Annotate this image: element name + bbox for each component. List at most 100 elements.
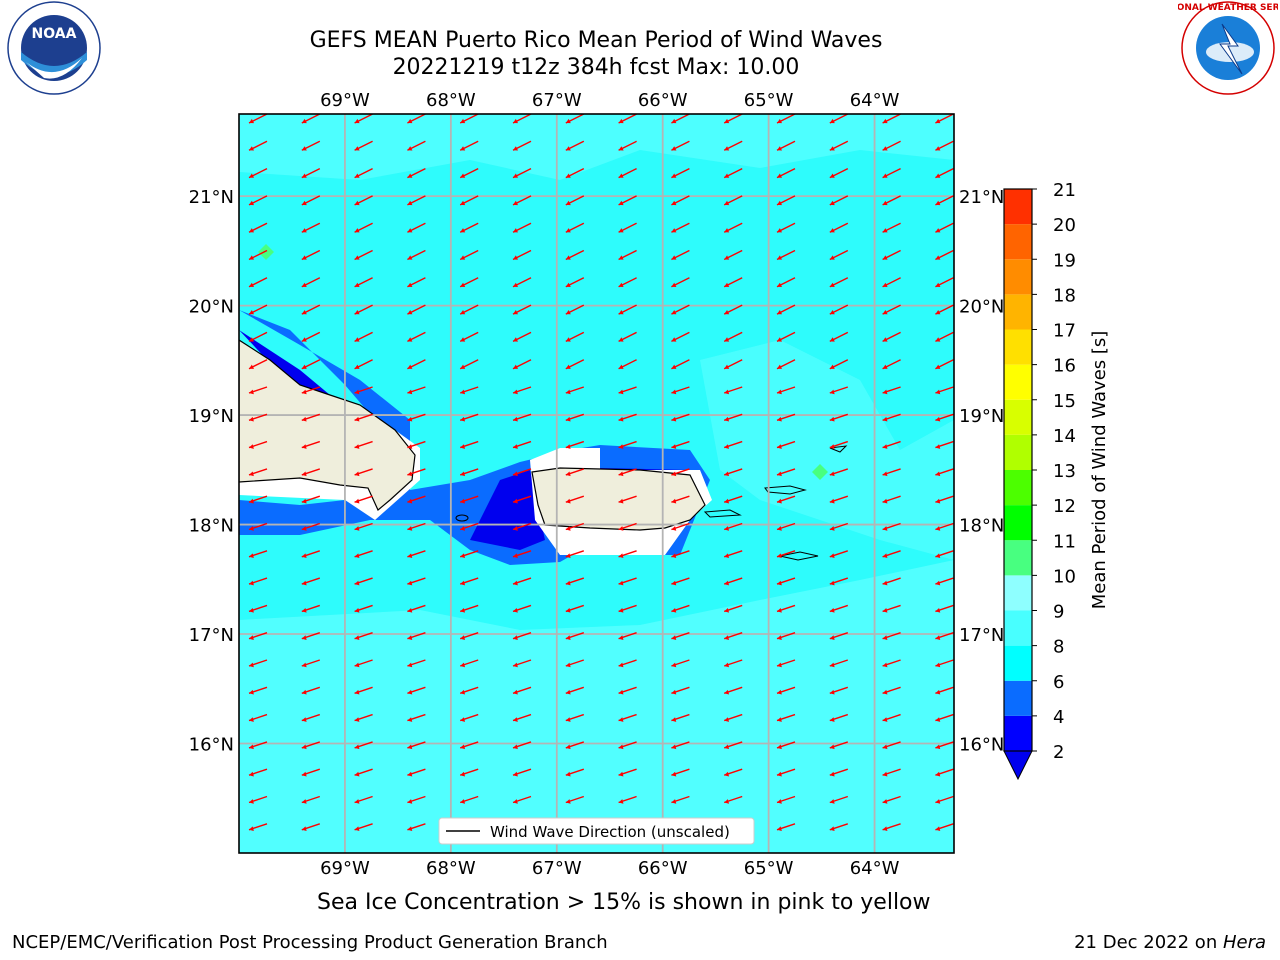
wind-arrow-71	[301, 249, 321, 261]
wind-arrow-349	[935, 768, 954, 777]
wind-arrow-183	[301, 468, 321, 477]
wind-arrow-342	[565, 768, 585, 777]
colorbar-tick-label-6: 11	[1053, 531, 1076, 552]
wind-arrow-302	[671, 686, 690, 695]
colorbar-tick-label-3: 8	[1053, 637, 1064, 658]
land-vieques	[703, 509, 742, 518]
wind-arrow-95	[829, 277, 849, 288]
wind-arrow-322	[248, 741, 268, 750]
colorbar-tick-label-2: 6	[1053, 672, 1064, 693]
wind-arrow-39	[829, 167, 849, 179]
wind-arrow-298	[459, 686, 479, 695]
wind-arrow-283	[407, 659, 426, 668]
wind-arrow-233	[723, 550, 743, 559]
wind-arrow-249	[829, 577, 849, 586]
wind-arrow-248	[776, 577, 796, 586]
wind-arrow-332	[776, 741, 796, 750]
colorbar-under-arrow	[1003, 750, 1033, 781]
wind-arrow-34	[565, 167, 585, 179]
wind-arrow-241	[407, 577, 426, 586]
land-virgin-islands	[764, 485, 807, 495]
wind-arrow-120	[671, 331, 690, 343]
wind-arrow-55	[935, 195, 954, 206]
gridlines	[239, 114, 954, 853]
wind-arrow-22	[671, 140, 690, 151]
wind-arrow-160	[565, 413, 585, 422]
wind-arrow-12	[882, 114, 901, 124]
wind-arrow-314	[565, 713, 585, 722]
lon-labels-bottom: 69°W 68°W 67°W 66°W 65°W 64°W	[320, 858, 900, 879]
wind-arrow-218	[671, 522, 690, 531]
wind-arrow-306	[882, 686, 901, 695]
wind-arrow-78	[671, 249, 690, 261]
period-band-under-2-west	[239, 330, 330, 395]
wind-arrow-98	[248, 304, 268, 315]
wind-arrow-222	[882, 522, 901, 531]
wind-wave-arrows	[248, 114, 954, 832]
map-title: GEFS MEAN Puerto Rico Mean Period of Win…	[309, 28, 883, 53]
wind-arrow-282	[354, 659, 373, 668]
wind-arrow-33	[512, 167, 532, 179]
wind-arrow-149	[723, 386, 743, 395]
wind-arrow-164	[776, 413, 796, 422]
wind-arrow-53	[829, 195, 849, 206]
wind-arrow-236	[882, 550, 901, 559]
wind-arrow-250	[882, 577, 901, 586]
colorbar-segment-1	[1004, 680, 1032, 716]
wind-arrow-375	[829, 823, 849, 832]
lon-label-bottom-3: 66°W	[638, 858, 688, 879]
wind-arrow-242	[459, 577, 479, 586]
land-st-croix	[779, 551, 819, 561]
colorbar-segment-5	[1004, 540, 1032, 576]
wind-arrow-346	[776, 768, 796, 777]
wind-arrow-88	[459, 277, 479, 288]
colorbar-segment-9	[1004, 399, 1032, 435]
wind-arrow-79	[723, 249, 743, 261]
wind-arrow-177	[723, 440, 743, 449]
wind-arrow-87	[407, 277, 426, 288]
wind-arrow-159	[512, 413, 532, 422]
wind-arrow-63	[618, 222, 637, 233]
wind-arrow-184	[354, 468, 373, 477]
wind-arrow-219	[723, 522, 743, 531]
wind-arrow-173	[512, 440, 532, 449]
wind-arrow-278	[882, 632, 901, 640]
wind-arrow-36	[671, 167, 690, 179]
wind-arrow-91	[618, 277, 637, 288]
wind-arrow-6	[565, 114, 585, 124]
wind-arrow-101	[407, 304, 426, 315]
wind-arrow-231	[618, 550, 637, 559]
wind-arrow-28	[248, 167, 268, 179]
wind-arrow-293	[935, 659, 954, 668]
wind-arrow-261	[723, 604, 743, 613]
wind-arrow-350	[248, 795, 268, 804]
footer-credit: NCEP/EMC/Verification Post Processing Pr…	[12, 932, 608, 953]
wind-arrow-119	[618, 331, 637, 343]
wind-arrow-8	[671, 114, 690, 124]
wind-arrow-19	[512, 140, 532, 151]
wind-arrow-153	[935, 386, 954, 395]
wind-arrow-143	[407, 386, 426, 395]
wind-arrow-66	[776, 222, 796, 233]
wind-arrow-364	[248, 823, 268, 832]
wind-arrow-0	[248, 114, 268, 124]
wind-arrow-326	[459, 741, 479, 750]
wind-arrow-207	[829, 495, 849, 504]
colorbar-tick-label-14: 19	[1053, 250, 1076, 271]
wind-arrow-29	[301, 167, 321, 179]
wind-arrow-215	[512, 522, 532, 531]
wind-arrow-146	[565, 386, 585, 395]
wind-arrow-232	[671, 550, 690, 559]
colorbar-tick-label-10: 15	[1053, 391, 1076, 412]
wind-arrow-185	[407, 468, 426, 477]
lat-label-left-3: 18°N	[189, 516, 234, 537]
wind-arrow-330	[671, 741, 690, 750]
wind-arrow-348	[882, 768, 901, 777]
wind-arrow-125	[935, 331, 954, 343]
wind-arrow-265	[935, 604, 954, 613]
wind-arrow-176	[671, 440, 690, 449]
wind-arrow-133	[618, 359, 637, 370]
wind-arrow-21	[618, 140, 637, 151]
wind-arrow-209	[935, 495, 954, 504]
wind-arrow-56	[248, 222, 268, 233]
